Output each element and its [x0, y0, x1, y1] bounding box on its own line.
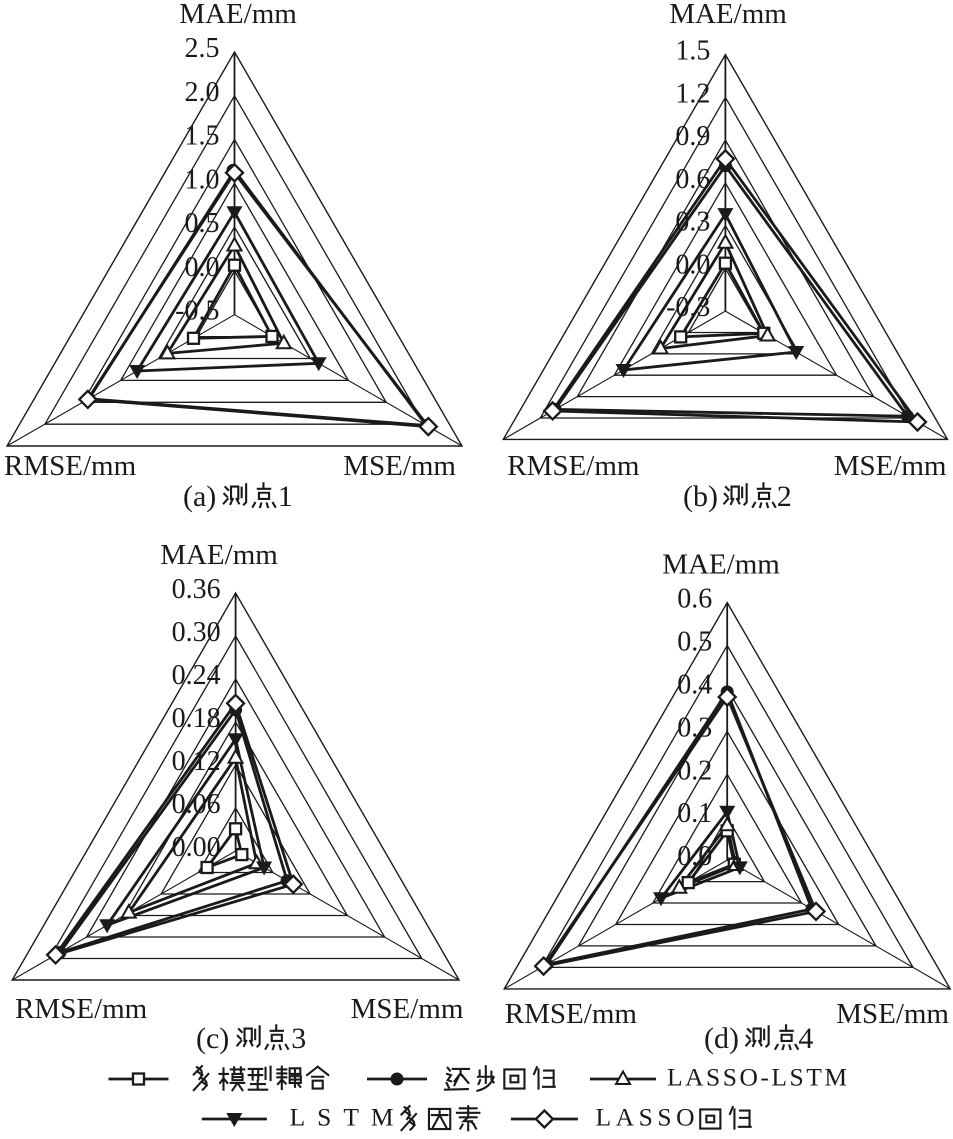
svg-text:LASSO: LASSO	[596, 1103, 695, 1132]
svg-text:1: 1	[278, 480, 293, 513]
svg-text:0.5: 0.5	[677, 627, 712, 658]
svg-text:0.6: 0.6	[677, 584, 712, 615]
svg-text:MSE/mm: MSE/mm	[836, 998, 949, 1030]
svg-text:0.36: 0.36	[172, 574, 221, 605]
svg-text:2: 2	[777, 480, 792, 513]
svg-text:RMSE/mm: RMSE/mm	[507, 450, 640, 482]
svg-text:0.00: 0.00	[172, 832, 221, 863]
svg-text:(c): (c)	[196, 1022, 229, 1055]
svg-text:RMSE/mm: RMSE/mm	[15, 993, 148, 1025]
svg-text:0.6: 0.6	[675, 164, 710, 195]
svg-text:(a): (a)	[183, 480, 216, 513]
svg-text:3: 3	[291, 1022, 306, 1055]
svg-text:0.5: 0.5	[185, 208, 220, 239]
svg-text:2.0: 2.0	[185, 77, 220, 108]
svg-text:1.2: 1.2	[675, 78, 710, 109]
svg-text:0.24: 0.24	[172, 660, 221, 691]
svg-text:0.06: 0.06	[172, 789, 221, 820]
svg-text:0.4: 0.4	[677, 669, 712, 700]
svg-text:MAE/mm: MAE/mm	[662, 549, 780, 581]
svg-text:1.0: 1.0	[185, 164, 220, 195]
svg-text:-0.5: -0.5	[175, 296, 219, 327]
svg-text:0.1: 0.1	[677, 798, 712, 829]
svg-text:1.5: 1.5	[675, 36, 710, 67]
svg-text:0.0: 0.0	[675, 249, 710, 280]
svg-text:0.3: 0.3	[677, 712, 712, 743]
svg-text:0.0: 0.0	[185, 252, 220, 283]
svg-text:(b): (b)	[683, 480, 718, 513]
svg-text:MAE/mm: MAE/mm	[160, 539, 278, 571]
svg-text:1.5: 1.5	[185, 121, 220, 152]
svg-text:MAE/mm: MAE/mm	[179, 0, 297, 30]
svg-text:MSE/mm: MSE/mm	[343, 450, 456, 482]
svg-text:MSE/mm: MSE/mm	[834, 450, 947, 482]
svg-text:-0.3: -0.3	[666, 292, 710, 323]
svg-text:0.0: 0.0	[677, 841, 712, 872]
svg-text:0.9: 0.9	[675, 121, 710, 152]
svg-text:RMSE/mm: RMSE/mm	[4, 450, 137, 482]
svg-text:LASSO-LSTM: LASSO-LSTM	[667, 1063, 847, 1092]
svg-text:(d): (d)	[704, 1022, 739, 1055]
svg-text:RMSE/mm: RMSE/mm	[505, 998, 638, 1030]
svg-text:0.30: 0.30	[172, 617, 221, 648]
svg-text:4: 4	[798, 1022, 813, 1055]
svg-text:0.12: 0.12	[172, 746, 221, 777]
svg-text:2.5: 2.5	[185, 33, 220, 64]
svg-text:MAE/mm: MAE/mm	[669, 0, 787, 30]
svg-text:MSE/mm: MSE/mm	[351, 993, 464, 1025]
svg-text:0.18: 0.18	[172, 703, 221, 734]
svg-text:0.3: 0.3	[675, 207, 710, 238]
svg-text:0.2: 0.2	[677, 755, 712, 786]
